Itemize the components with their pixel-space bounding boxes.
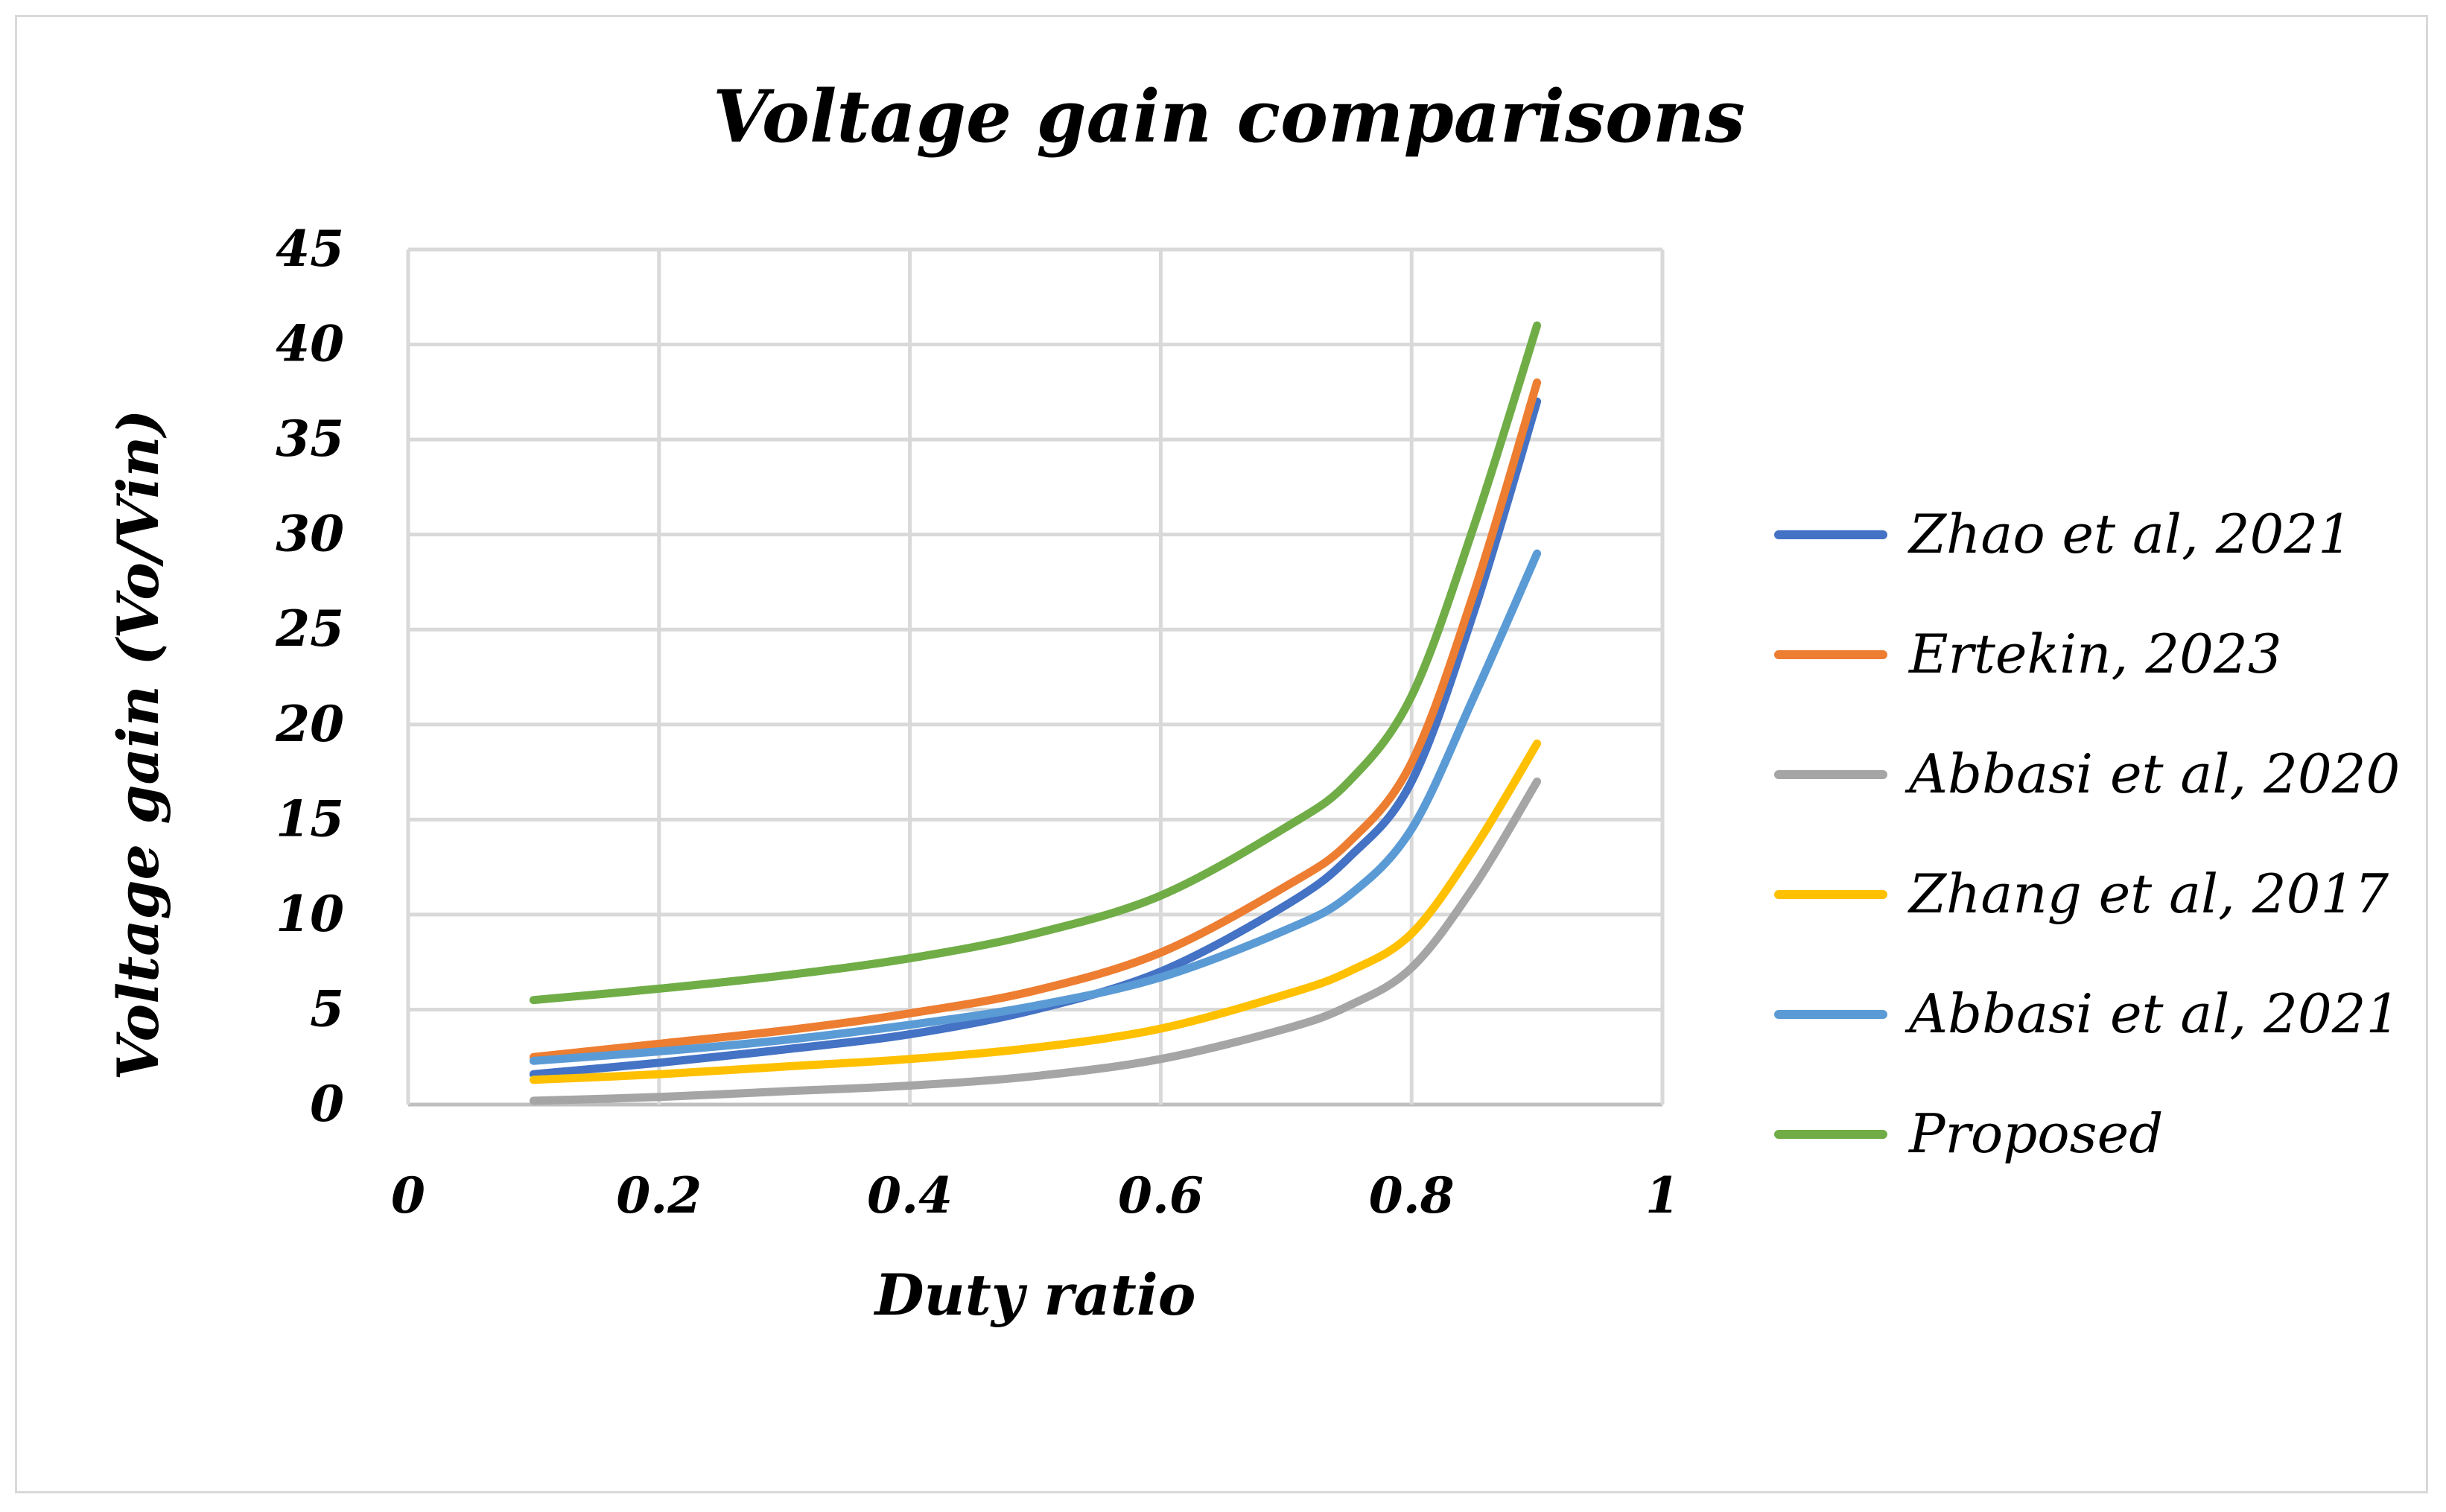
y-tick-label: 0 — [310, 1075, 344, 1133]
legend-label: Zhao et al, 2021 — [1907, 503, 2352, 565]
y-tick-label: 30 — [276, 505, 344, 563]
chart-title: Voltage gain comparisons — [713, 74, 1745, 159]
x-tick-label: 0.2 — [616, 1166, 702, 1224]
series-line-abbasi-et-al-2020 — [529, 777, 1542, 1105]
x-tick-label: 0 — [391, 1166, 425, 1224]
series-line-ertekin-2023 — [529, 378, 1542, 1061]
x-tick-label: 1 — [1645, 1166, 1680, 1224]
x-tick-label: 0.4 — [867, 1166, 953, 1224]
y-ticks: 0 5 10 15 20 25 30 35 40 45 — [275, 220, 344, 1133]
legend-label: Abbasi et al, 2021 — [1905, 982, 2400, 1045]
y-axis-title: Voltage gain (Vo/Vin) — [105, 410, 171, 1081]
series-line-zhao-et-al-2021 — [529, 397, 1542, 1079]
y-tick-label: 45 — [276, 220, 344, 278]
x-tick-label: 0.6 — [1118, 1166, 1204, 1224]
legend-label: Proposed — [1907, 1102, 2163, 1165]
series-lines — [529, 321, 1542, 1105]
y-tick-label: 25 — [275, 600, 344, 658]
x-tick-label: 0.8 — [1369, 1166, 1455, 1224]
series-line-zhang-et-al-2017 — [529, 739, 1542, 1084]
grid — [406, 247, 1665, 1107]
y-tick-label: 15 — [276, 790, 344, 848]
x-ticks: 0 0.2 0.4 0.6 0.8 1 — [391, 1166, 1680, 1224]
legend: Zhao et al, 2021 Ertekin, 2023 Abbasi et a… — [1774, 503, 2400, 1165]
legend-label: Abbasi et al, 2020 — [1905, 743, 2400, 805]
legend-label: Ertekin, 2023 — [1907, 623, 2282, 685]
y-tick-label: 10 — [276, 885, 344, 943]
y-tick-label: 40 — [276, 315, 344, 373]
y-tick-label: 35 — [276, 410, 344, 468]
legend-label: Zhang et al, 2017 — [1907, 863, 2389, 925]
series-line-abbasi-et-al-2021 — [529, 549, 1542, 1065]
y-tick-label: 5 — [310, 979, 344, 1038]
y-tick-label: 20 — [275, 695, 344, 753]
chart-frame — [15, 15, 2428, 1493]
x-axis-title: Duty ratio — [874, 1262, 1196, 1328]
series-line-proposed — [529, 321, 1542, 1005]
